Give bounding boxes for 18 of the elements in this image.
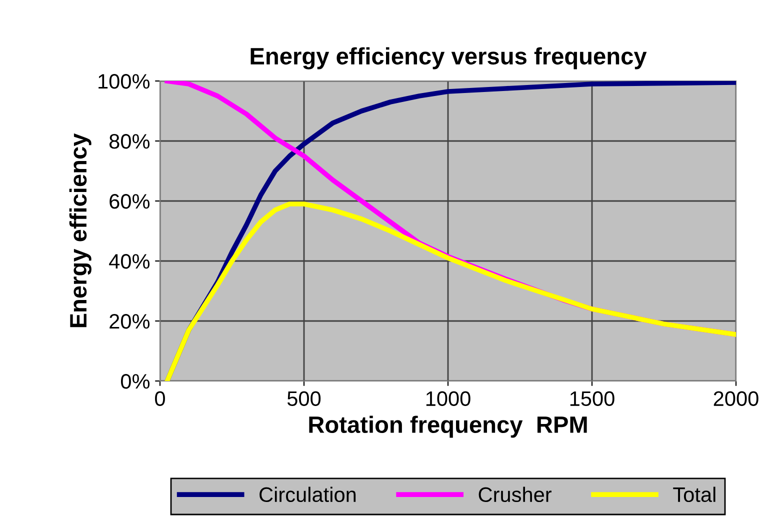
y-tick-label: 40% (109, 254, 150, 269)
chart-title: Energy efficiency versus frequency (250, 47, 647, 70)
legend-label: Circulation (260, 486, 356, 502)
legend-label: Total (673, 486, 716, 502)
legend-label: Crusher (478, 486, 552, 502)
y-axis-title: Energy efficiency (69, 133, 92, 328)
line-series (164, 202, 736, 381)
x-axis-title: Rotation frequency RPM (309, 416, 587, 438)
x-tick-label: 0 (155, 391, 165, 406)
x-tick-label: 1500 (570, 391, 614, 406)
x-tick-label: 2000 (714, 391, 758, 406)
y-tick-label: 60% (110, 194, 150, 209)
y-tick-label: 100% (98, 74, 150, 89)
x-tick-label: 1000 (426, 391, 470, 406)
y-tick-label: 0% (120, 374, 150, 389)
y-tick-label: 20% (110, 314, 150, 329)
y-tick-label: 80% (109, 134, 150, 149)
x-tick-label: 500 (287, 391, 321, 406)
